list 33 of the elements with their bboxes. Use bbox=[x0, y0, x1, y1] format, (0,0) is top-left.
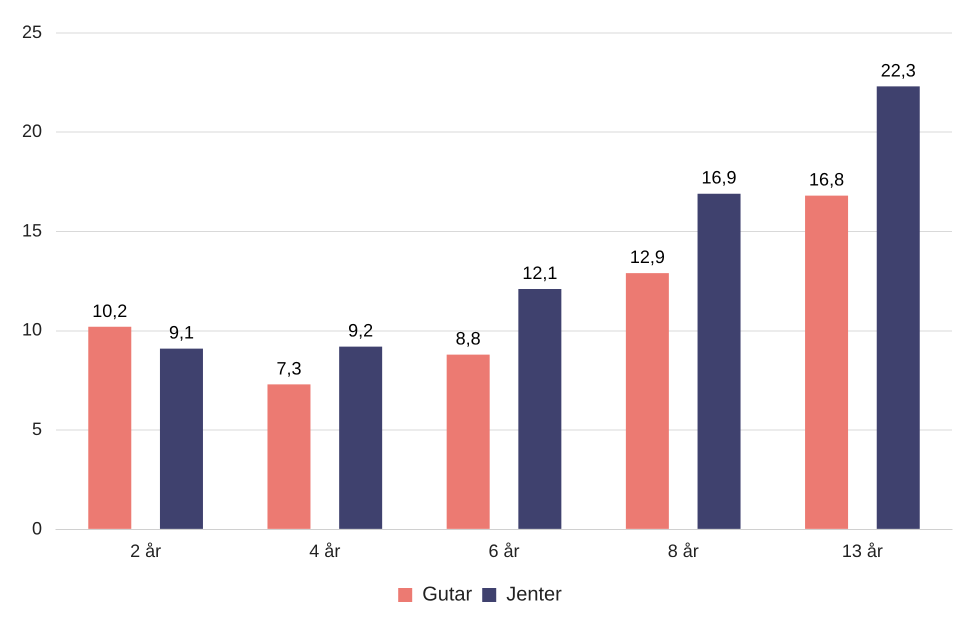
y-tick-label: 20 bbox=[22, 121, 42, 142]
x-tick-label: 13 år bbox=[842, 541, 883, 562]
bar bbox=[626, 273, 669, 529]
data-label: 9,1 bbox=[168, 322, 194, 343]
y-tick-label: 0 bbox=[32, 518, 42, 538]
bar bbox=[267, 384, 310, 529]
data-label: 12,1 bbox=[522, 263, 558, 284]
y-tick-label: 15 bbox=[22, 220, 42, 240]
legend-label: Gutar bbox=[422, 584, 473, 606]
bar bbox=[88, 326, 132, 529]
y-tick-label: 25 bbox=[22, 22, 42, 42]
data-label: 16,9 bbox=[702, 168, 737, 188]
bar bbox=[698, 194, 741, 529]
data-label: 7,3 bbox=[276, 358, 302, 378]
x-tick-label: 8 år bbox=[668, 541, 699, 562]
data-label: 12,9 bbox=[630, 247, 665, 268]
data-label: 22,3 bbox=[880, 60, 916, 80]
bar bbox=[160, 348, 203, 529]
bar bbox=[339, 346, 382, 529]
data-label: 8,8 bbox=[456, 328, 481, 349]
bar bbox=[518, 289, 562, 529]
y-tick-label: 10 bbox=[22, 320, 42, 340]
bar bbox=[446, 354, 490, 529]
data-label: 10,2 bbox=[92, 300, 128, 321]
x-tick-label: 4 år bbox=[309, 541, 340, 562]
data-label: 9,2 bbox=[348, 320, 374, 341]
legend-label: Jenter bbox=[506, 584, 562, 606]
bar bbox=[805, 196, 848, 529]
y-tick-label: 5 bbox=[32, 419, 42, 440]
data-label: 16,8 bbox=[809, 170, 844, 190]
bar bbox=[876, 86, 920, 529]
x-tick-label: 6 år bbox=[488, 541, 520, 562]
x-tick-label: 2 år bbox=[130, 541, 162, 562]
